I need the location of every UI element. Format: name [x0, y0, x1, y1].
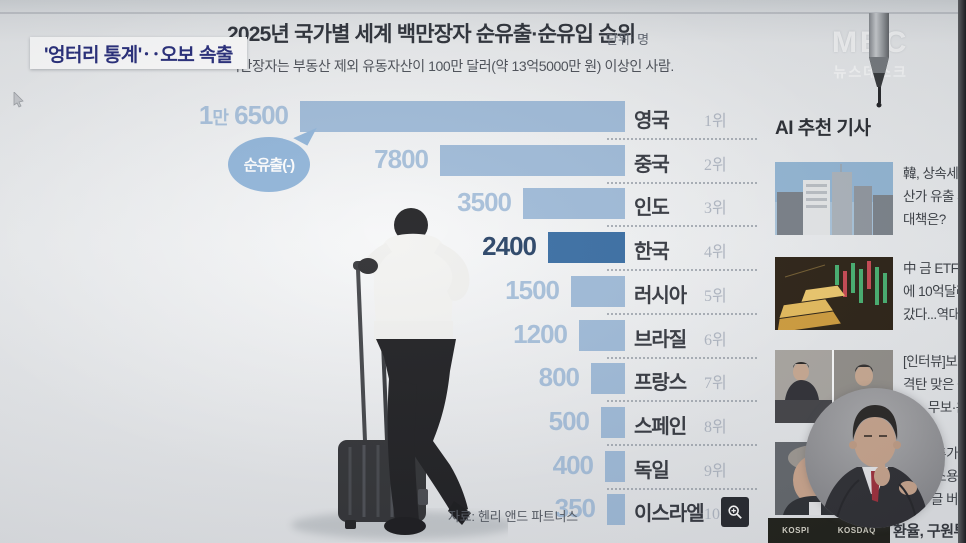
- value-label-중국: 7800: [374, 144, 429, 174]
- rank-label-7위: 7위: [704, 375, 727, 392]
- rank-label-2위: 2위: [704, 157, 727, 174]
- traveler-silhouette-illustration: [291, 208, 508, 539]
- chart-row-스페인: 500 스페인 8위: [0, 402, 765, 446]
- chart-row-영국: 1만 6500 영국 1위: [0, 96, 765, 140]
- row-separator: [607, 269, 757, 271]
- screen-right-edge: [958, 0, 966, 543]
- article-item-2[interactable]: 中 금 ETF서 하 에 10억달러 빠 갔다...역대 최대: [775, 257, 966, 333]
- rank-label-6위: 6위: [704, 332, 727, 349]
- bar-이스라엘: [607, 494, 625, 525]
- value-label-러시아: 1500: [505, 275, 560, 305]
- country-label-러시아: 러시아: [634, 285, 687, 307]
- headline-badge: '엉터리 통계'‥오보 속출: [30, 37, 247, 69]
- row-separator: [607, 400, 757, 402]
- magnifier-plus-icon: [728, 505, 742, 519]
- row-separator: [607, 225, 757, 227]
- city-skyline-photo: [775, 162, 893, 235]
- article-4-line-3: 글 버: [930, 492, 959, 507]
- newsdesk-logo-text: 뉴스데스크: [833, 64, 908, 80]
- bar-독일: [605, 451, 625, 482]
- country-label-스페인: 스페인: [634, 416, 687, 438]
- chart-row-독일: 400 독일 9위: [0, 446, 765, 490]
- value-label-독일: 400: [552, 450, 594, 480]
- bar-영국: [300, 101, 625, 132]
- article-2-line-3: 갔다...역대 최대: [903, 307, 966, 322]
- row-separator: [607, 488, 757, 490]
- article-2-line-2: 에 10억달러 빠: [903, 284, 966, 299]
- row-separator: [607, 444, 757, 446]
- kosdaq-label: KOSDAQ: [837, 526, 876, 535]
- country-label-영국: 영국: [634, 110, 670, 132]
- divider-line: [0, 12, 966, 14]
- chart-title: 2025년 국가별 세계 백만장자 순유출·순유입 순위: [227, 23, 636, 46]
- country-label-이스라엘: 이스라엘: [634, 503, 705, 525]
- country-label-독일: 독일: [634, 460, 670, 482]
- article-3-line-1: [인터뷰]보호무: [903, 354, 966, 369]
- chart-unit-label: 단위: 명: [606, 32, 650, 47]
- bar-프랑스: [591, 363, 625, 394]
- mouse-pointer-icon: [13, 92, 24, 108]
- rank-label-5위: 5위: [704, 288, 727, 305]
- article-2-line-1: 中 금 ETF서 하: [903, 261, 966, 276]
- chart-rows: 1만 6500 영국 1위 7800 중국 2위 3500 인도 3위 2400 한국 4위 1500 러…: [0, 96, 765, 536]
- country-label-프랑스: 프랑스: [634, 372, 687, 394]
- rank-label-4위: 4위: [704, 244, 727, 261]
- article-1-line-1: 韓, 상속세 부담: [903, 166, 966, 181]
- net-outflow-bubble: 순유출(-): [228, 137, 310, 192]
- article-1-line-2: 산가 유출 세계: [903, 189, 966, 204]
- sign-language-interpreter-circle: [805, 388, 945, 528]
- headline-badge-text: '엉터리 통계'‥오보 속출: [44, 44, 233, 66]
- rank-label-1위: 1위: [704, 113, 727, 130]
- article-1-line-3: 대책은?: [903, 212, 946, 227]
- ai-recommended-articles-header: AI 추천 기사: [775, 118, 871, 139]
- bar-브라질: [579, 320, 625, 351]
- sign-language-interpreter: [821, 405, 929, 528]
- bar-러시아: [571, 276, 625, 307]
- country-label-브라질: 브라질: [634, 329, 687, 351]
- country-label-인도: 인도: [634, 197, 670, 219]
- article-item-1[interactable]: 韓, 상속세 부담 산가 유출 세계 대책은?: [775, 162, 966, 238]
- article-3-line-2: 격탄 맞은 중소: [903, 377, 966, 392]
- ticker-headline: 환율, 구원투수: [893, 523, 966, 540]
- chart-row-브라질: 1200 브라질 6위: [0, 315, 765, 359]
- kospi-label: KOSPI: [782, 526, 810, 535]
- row-separator: [607, 138, 757, 140]
- gold-bars-chart-photo: [775, 257, 893, 330]
- rank-label-8위: 8위: [704, 419, 727, 436]
- row-separator: [607, 357, 757, 359]
- value-label-영국: 1만 6500: [198, 100, 289, 130]
- country-label-중국: 중국: [634, 154, 670, 176]
- row-separator: [607, 182, 757, 184]
- chart-row-인도: 3500 인도 3위: [0, 183, 765, 227]
- bar-스페인: [601, 407, 625, 438]
- value-label-한국: 2400: [482, 231, 537, 261]
- chart-row-한국: 2400 한국 4위: [0, 227, 765, 271]
- chart-source: 자료: 헨리 앤드 파트너스: [448, 509, 578, 524]
- value-label-스페인: 500: [548, 406, 590, 436]
- screen-top-bezel: [0, 0, 966, 12]
- bar-한국: [548, 232, 625, 263]
- bar-인도: [523, 188, 625, 219]
- country-label-한국: 한국: [634, 241, 670, 263]
- bar-중국: [440, 145, 625, 176]
- chart-row-중국: 7800 중국 2위: [0, 140, 765, 184]
- stylus-pen-icon: [869, 13, 889, 108]
- chart-row-프랑스: 800 프랑스 7위: [0, 358, 765, 402]
- value-label-인도: 3500: [457, 187, 512, 217]
- value-label-브라질: 1200: [513, 319, 568, 349]
- rank-label-3위: 3위: [704, 200, 727, 217]
- chart-subtitle: 백만장자는 부동산 제외 유동자산이 100만 달러(약 13억5000만 원)…: [227, 58, 674, 74]
- value-label-이스라엘: 350: [554, 493, 596, 523]
- value-label-프랑스: 800: [538, 362, 580, 392]
- row-separator: [607, 313, 757, 315]
- rank-label-9위: 9위: [704, 463, 727, 480]
- chart-row-러시아: 1500 러시아 5위: [0, 271, 765, 315]
- net-outflow-bubble-label: 순유출(-): [243, 157, 295, 174]
- zoom-magnifier-button[interactable]: [721, 497, 749, 527]
